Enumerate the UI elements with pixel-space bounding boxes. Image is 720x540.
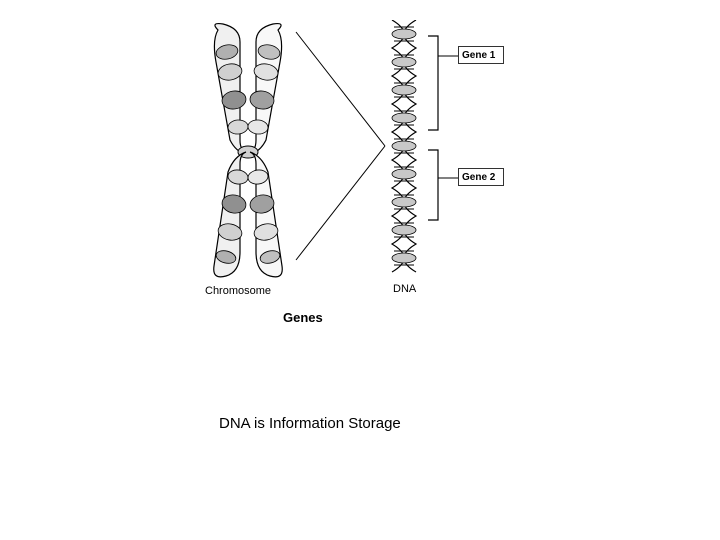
gene-brackets — [426, 20, 462, 240]
zoom-lines — [290, 20, 390, 280]
chromosome-illustration — [198, 22, 298, 282]
chromosome-label: Chromosome — [205, 285, 271, 297]
dna-label: DNA — [393, 283, 416, 295]
dna-helix-illustration — [386, 20, 422, 280]
genes-title: Genes — [283, 310, 323, 325]
caption-text: DNA is Information Storage — [219, 415, 401, 432]
gene2-label: Gene 2 — [462, 172, 495, 183]
gene1-label: Gene 1 — [462, 50, 495, 61]
